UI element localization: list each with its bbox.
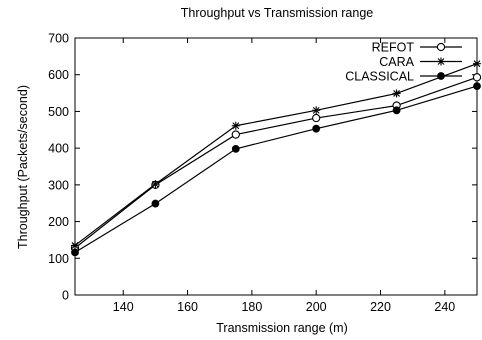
marker-open-circle bbox=[312, 113, 321, 123]
asterisk-stroke bbox=[393, 90, 400, 97]
y-axis-label: Throughput (Packets/second) bbox=[16, 85, 30, 249]
x-tick-label: 140 bbox=[113, 300, 134, 314]
marker-filled-circle bbox=[437, 72, 445, 80]
series-classical bbox=[71, 82, 481, 257]
legend-label: CLASSICAL bbox=[345, 70, 414, 84]
series-refot bbox=[70, 73, 482, 253]
y-tick-label: 500 bbox=[48, 105, 69, 119]
y-tick-label: 700 bbox=[48, 32, 69, 46]
asterisk-stroke bbox=[312, 106, 320, 114]
marker-filled-circle bbox=[392, 106, 401, 115]
marker-open-circle bbox=[436, 42, 446, 52]
plot-frame bbox=[74, 37, 478, 296]
x-tick-label: 180 bbox=[241, 300, 262, 314]
marker-asterisk bbox=[312, 106, 321, 115]
y-tick-label: 0 bbox=[62, 289, 69, 303]
asterisk-stroke bbox=[473, 60, 481, 68]
marker-asterisk bbox=[231, 121, 240, 130]
marker-open-circle bbox=[231, 130, 240, 139]
legend-item-classical: CLASSICAL bbox=[345, 70, 462, 84]
legend-label: REFOT bbox=[372, 41, 415, 55]
y-tick-label: 600 bbox=[48, 68, 69, 82]
series-line bbox=[74, 85, 478, 253]
legend-item-refot: REFOT bbox=[372, 41, 462, 55]
y-tick-label: 200 bbox=[48, 215, 69, 229]
axes: 0 100 200 300 400 500 600 700 140 160 180 200 220 240 bbox=[48, 32, 478, 314]
x-tick-label: 240 bbox=[434, 300, 455, 314]
marker-asterisk bbox=[437, 57, 445, 66]
asterisk-stroke bbox=[437, 58, 445, 65]
x-tick-label: 160 bbox=[177, 300, 198, 314]
asterisk-stroke bbox=[152, 180, 159, 188]
marker-asterisk bbox=[151, 180, 160, 189]
legend-label: CARA bbox=[379, 55, 414, 69]
y-tick-label: 400 bbox=[48, 142, 69, 156]
marker-open-circle bbox=[472, 73, 482, 82]
y-tick-label: 300 bbox=[48, 178, 69, 192]
y-tick-label: 100 bbox=[48, 252, 69, 266]
legend-item-cara: CARA bbox=[379, 55, 462, 69]
marker-filled-circle bbox=[312, 124, 321, 133]
series-line bbox=[74, 76, 478, 249]
marker-filled-circle bbox=[231, 144, 240, 153]
marker-filled-circle bbox=[473, 82, 481, 90]
asterisk-stroke bbox=[232, 122, 240, 130]
marker-asterisk bbox=[392, 89, 401, 98]
asterisk-stroke bbox=[71, 242, 79, 249]
series-group bbox=[70, 59, 482, 257]
series-line bbox=[74, 63, 478, 246]
marker-filled-circle bbox=[71, 248, 79, 257]
x-axis-label: Transmission range (m) bbox=[216, 321, 348, 335]
x-tick-label: 220 bbox=[370, 300, 391, 314]
series-cara bbox=[71, 59, 481, 250]
x-tick-label: 200 bbox=[306, 300, 327, 314]
marker-asterisk bbox=[71, 241, 79, 250]
marker-filled-circle bbox=[151, 199, 160, 208]
marker-asterisk bbox=[473, 59, 481, 68]
chart-title: Throughput vs Transmission range bbox=[181, 6, 374, 20]
